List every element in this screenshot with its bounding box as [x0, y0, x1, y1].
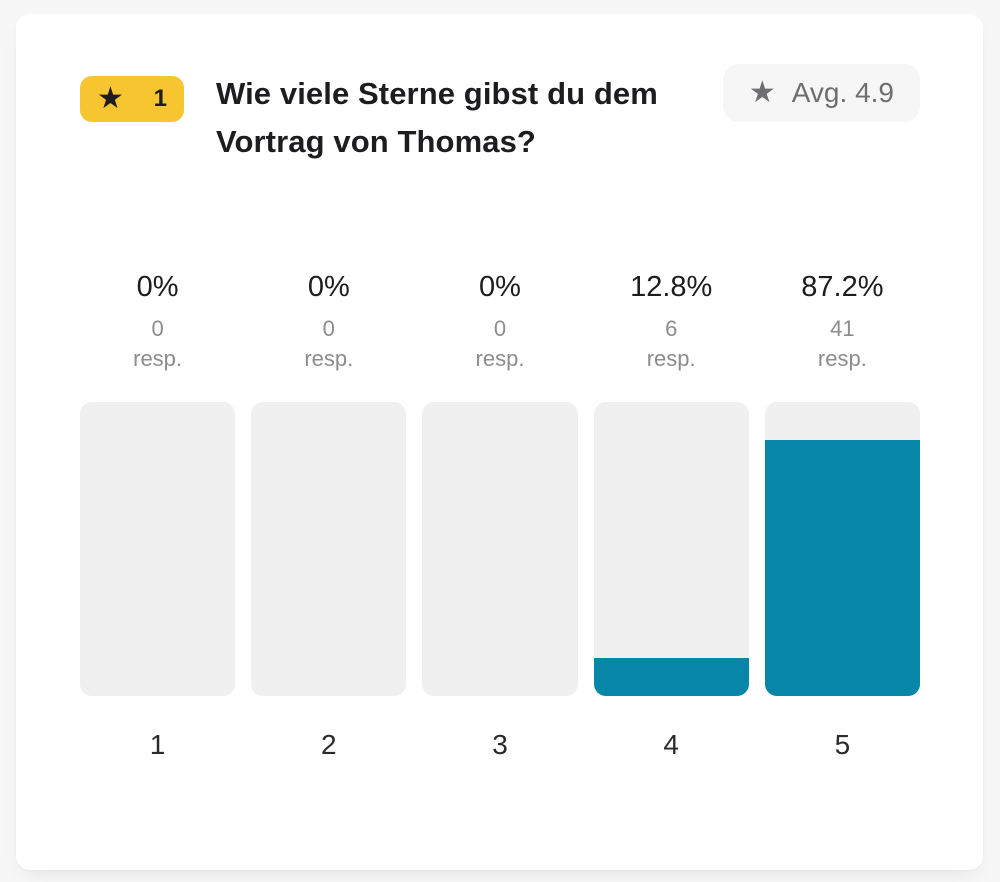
- bar-track: [593, 402, 749, 696]
- average-rating-label: Avg. 4.9: [791, 77, 894, 108]
- bar-track: [80, 402, 236, 696]
- question-number-badge: ★ 1: [80, 76, 184, 122]
- percent-label: 0%: [479, 271, 521, 303]
- category-label: 3: [492, 729, 508, 760]
- star-icon: ★: [748, 76, 776, 109]
- category-label: 4: [663, 729, 679, 760]
- responses-count: 0: [493, 316, 507, 341]
- bar-fill: [764, 439, 920, 696]
- responses-label: 0 resp.: [80, 314, 235, 374]
- category-label: 1: [149, 729, 166, 760]
- responses-count: 41: [830, 316, 855, 341]
- percent-label: 0%: [307, 271, 350, 303]
- percent-label: 0%: [136, 271, 179, 303]
- rating-bar-chart: 0% 0 resp. 1 0% 0 resp. 2 0% 0: [80, 270, 920, 760]
- rating-column-3: 0% 0 resp. 3: [422, 270, 578, 760]
- category-label: 2: [321, 729, 337, 760]
- responses-label: 0 resp.: [422, 314, 577, 374]
- responses-suffix: resp.: [475, 346, 525, 371]
- responses-suffix: resp.: [817, 346, 867, 371]
- responses-label: 6 resp.: [594, 314, 749, 374]
- responses-count: 0: [322, 316, 335, 341]
- responses-label: 0 resp.: [251, 314, 406, 374]
- percent-label: 12.8%: [630, 271, 713, 303]
- poll-results-card: ★ 1 Wie viele Sterne gibst du dem Vortra…: [16, 14, 983, 870]
- rating-column-1: 0% 0 resp. 1: [80, 270, 236, 760]
- rating-column-2: 0% 0 resp. 2: [251, 270, 407, 760]
- responses-suffix: resp.: [133, 346, 183, 371]
- star-icon: ★: [97, 82, 124, 115]
- responses-label: 41 resp.: [765, 314, 920, 374]
- bar-track: [764, 402, 920, 696]
- question-number: 1: [153, 85, 167, 112]
- rating-column-4: 12.8% 6 resp. 4: [593, 270, 749, 760]
- responses-count: 6: [665, 316, 678, 341]
- question-title: Wie viele Sterne gibst du dem Vortrag vo…: [216, 76, 658, 159]
- bar-track: [251, 402, 407, 696]
- question-header: ★ 1 Wie viele Sterne gibst du dem Vortra…: [80, 62, 920, 166]
- responses-count: 0: [151, 316, 164, 341]
- responses-suffix: resp.: [304, 346, 354, 371]
- bar-track: [422, 402, 578, 696]
- average-rating-badge: ★ Avg. 4.9: [722, 64, 920, 122]
- bar-fill: [593, 658, 749, 696]
- percent-label: 87.2%: [801, 271, 884, 303]
- responses-suffix: resp.: [646, 346, 696, 371]
- category-label: 5: [834, 729, 851, 760]
- rating-column-5: 87.2% 41 resp. 5: [764, 270, 920, 760]
